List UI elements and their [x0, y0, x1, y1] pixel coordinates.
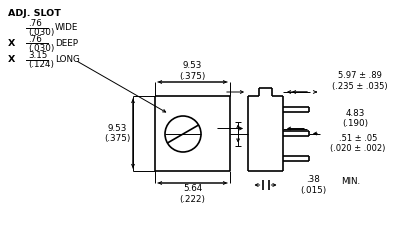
Text: 5.64
(.222): 5.64 (.222) [180, 184, 206, 204]
Text: .76: .76 [28, 19, 42, 29]
Text: X: X [8, 56, 15, 64]
Text: .38
(.015): .38 (.015) [300, 175, 327, 195]
Text: ADJ. SLOT: ADJ. SLOT [8, 9, 61, 18]
Text: (.124): (.124) [28, 61, 54, 70]
Text: 5.97 ± .89
(.235 ± .035): 5.97 ± .89 (.235 ± .035) [332, 71, 388, 91]
Text: 4.83
(.190): 4.83 (.190) [342, 109, 368, 128]
Text: X: X [8, 39, 15, 47]
Text: MIN.: MIN. [341, 176, 360, 185]
Text: (.030): (.030) [28, 29, 54, 37]
Text: WIDE: WIDE [55, 24, 78, 32]
Text: DEEP: DEEP [55, 39, 78, 47]
Text: LONG: LONG [55, 56, 80, 64]
Text: .76: .76 [28, 34, 42, 44]
Text: 9.53
(.375): 9.53 (.375) [179, 61, 206, 81]
Text: (.030): (.030) [28, 44, 54, 52]
Text: .51 ± .05
(.020 ± .002): .51 ± .05 (.020 ± .002) [330, 134, 386, 153]
Text: 9.53
(.375): 9.53 (.375) [104, 124, 130, 143]
Text: 3.15: 3.15 [28, 50, 47, 60]
